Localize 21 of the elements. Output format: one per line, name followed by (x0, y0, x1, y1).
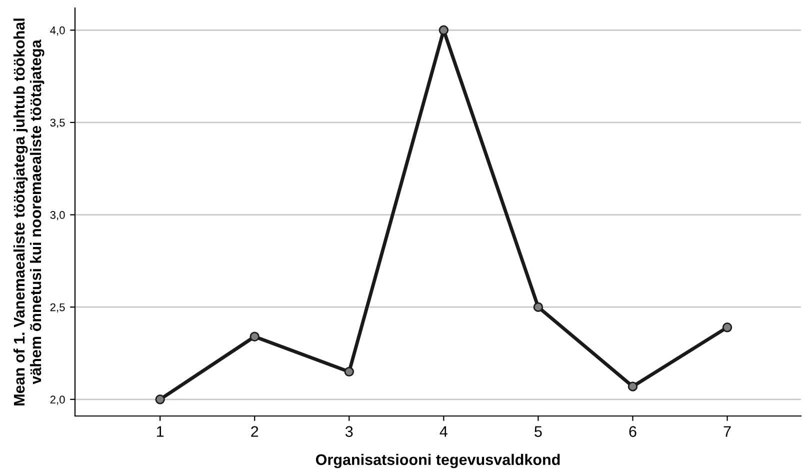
y-axis-title: Mean of 1. Vanemaealiste töötajatega juhtub töökohal vähem õnnetusi kui nooremaealiste töötajatega (13, 18, 44, 406)
x-tick-label: 6 (629, 426, 636, 437)
point (628, 382, 638, 392)
y-tick-label: 4,0 (50, 26, 65, 36)
y-tick-label: 3,5 (50, 118, 65, 128)
y-tick-label: 3,0 (50, 211, 65, 220)
point (533, 302, 544, 312)
x-axis-title: Organisatsiooni tegevusvaldkond (316, 454, 560, 468)
point (722, 322, 732, 332)
point (250, 332, 260, 342)
x-tick-label: 3 (345, 426, 353, 437)
x-tick-label: 5 (534, 426, 542, 437)
point (438, 25, 449, 36)
x-tick-label: 7 (724, 426, 731, 437)
x-tick-label: 4 (440, 426, 448, 437)
point (344, 366, 354, 377)
y-tick-label: 2,5 (50, 303, 65, 313)
point (155, 394, 165, 404)
x-tick-label: 2 (251, 426, 258, 437)
y-tick-label: 2,0 (50, 396, 65, 405)
x-tick-label: 1 (156, 426, 164, 437)
